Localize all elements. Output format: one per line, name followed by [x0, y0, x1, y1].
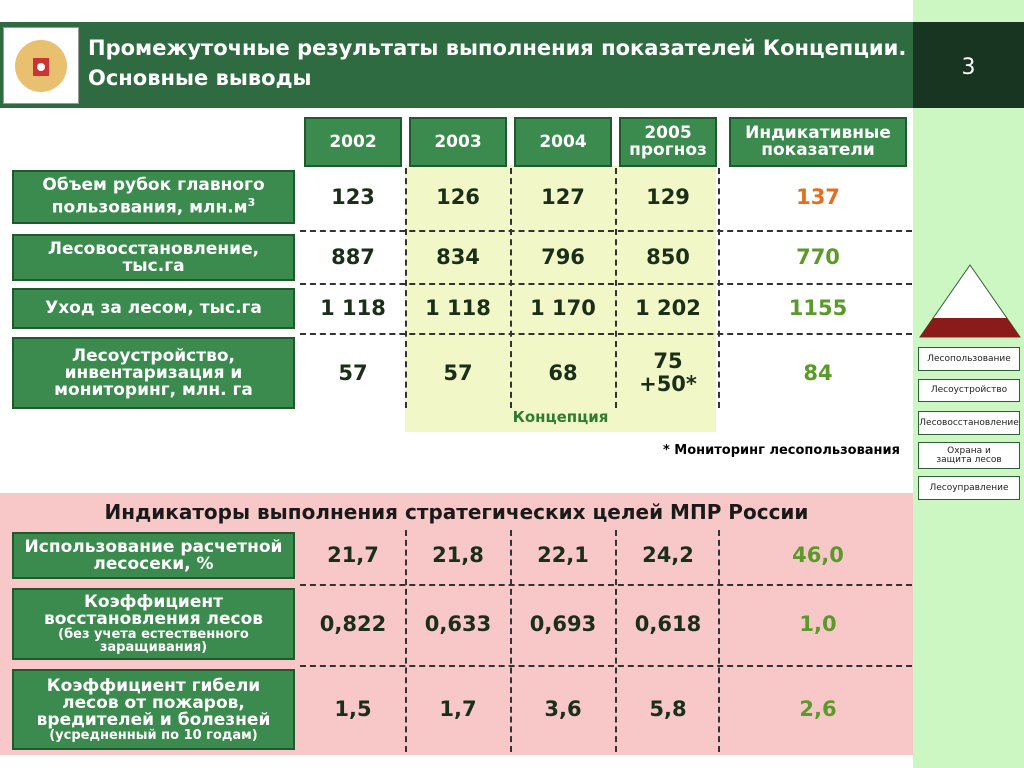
row-separator — [300, 283, 912, 285]
column-separator — [510, 530, 512, 752]
cell-value: 126 — [436, 184, 480, 209]
row-label-text: Коэффициент восстановления лесов — [43, 592, 264, 629]
cell-value: 796 — [541, 245, 585, 269]
row-label-text: Лесоустройство, инвентаризация и монитор… — [54, 345, 253, 400]
cell-value: 137 — [796, 184, 840, 209]
row-label: Уход за лесом, тыс.га — [12, 288, 295, 329]
column-separator — [615, 530, 617, 752]
column-separator — [405, 530, 407, 752]
column-header: 2002 — [304, 117, 402, 167]
page-number-box — [913, 22, 1024, 108]
cell-value: 1155 — [788, 296, 848, 320]
row-sublabel: (усредненный по 10 годам) — [49, 727, 258, 743]
cell-value: 129 — [646, 184, 690, 209]
row-label: Использование расчетной лесосеки, % — [12, 532, 295, 579]
cell-value: 1 118 — [425, 296, 491, 320]
row-separator — [300, 333, 912, 335]
column-separator — [405, 168, 407, 408]
page-number: 3 — [961, 55, 976, 80]
column-separator — [718, 168, 720, 408]
row-label: Объем рубок главного пользования, млн.м3 — [12, 170, 295, 224]
row-label: Коэффициент восстановления лесов (без уче… — [12, 588, 295, 660]
row-sublabel: (без учета естественного заращивания) — [58, 627, 249, 655]
highlight-column — [405, 165, 716, 432]
header-bar — [0, 22, 913, 108]
cell-value: 21,7 — [327, 543, 379, 567]
row-label: Коэффициент гибели лесов от пожаров, вре… — [12, 669, 295, 750]
emblem-icon — [15, 40, 67, 92]
cell-value: 887 — [331, 245, 375, 269]
cell-value: 850 — [646, 245, 690, 269]
highlight-label: Концепция — [512, 408, 609, 426]
cell-value: 1 202 — [635, 296, 701, 320]
column-separator — [510, 168, 512, 408]
sidebar-item: Лесовосстановление — [918, 411, 1020, 435]
row-label-text: Коэффициент гибели лесов от пожаров, вре… — [36, 675, 271, 730]
column-header: 2004 — [514, 117, 612, 167]
cell-value: 75 +50* — [608, 337, 728, 409]
cell-value: 2,6 — [799, 697, 837, 721]
sidebar-item: Охрана и защита лесов — [918, 442, 1020, 469]
cell-value: 127 — [541, 184, 585, 209]
emblem — [3, 27, 79, 104]
cell-value: 770 — [796, 245, 840, 269]
indicators-title: Индикаторы выполнения стратегических цел… — [104, 500, 809, 524]
cell-value: 1 118 — [320, 296, 386, 320]
cell-value: 21,8 — [432, 543, 484, 567]
cell-value: 1,5 — [334, 697, 372, 721]
row-label-text: Уход за лесом, тыс.га — [45, 298, 262, 318]
cell-value: 834 — [436, 245, 480, 269]
row-label-sup: 3 — [247, 196, 256, 210]
cell-value: 3,6 — [544, 697, 582, 721]
row-label: Лесоустройство, инвентаризация и монитор… — [12, 337, 295, 409]
cell-value: 1,0 — [799, 611, 837, 636]
column-separator — [718, 530, 720, 752]
cell-value: 0,633 — [424, 611, 492, 636]
title: Промежуточные результаты выполнения пока… — [88, 36, 907, 90]
cell-value: 84 — [803, 360, 833, 385]
cell-value: 24,2 — [642, 543, 694, 567]
row-separator — [300, 230, 912, 232]
column-separator — [615, 168, 617, 408]
row-separator — [300, 665, 912, 667]
column-header: 2005 прогноз — [619, 117, 717, 167]
row-label-text: Объем рубок главного пользования, млн.м3 — [42, 175, 265, 218]
cell-value: 57 — [443, 360, 473, 385]
cell-value: 22,1 — [537, 543, 589, 567]
column-header: Индикативные показатели — [729, 117, 907, 167]
cell-value: 123 — [331, 184, 375, 209]
cell-line: +50* — [639, 372, 697, 396]
sidebar-item: Лесоуправление — [918, 476, 1020, 500]
row-label-text: Использование расчетной лесосеки, % — [24, 536, 283, 574]
cell-value: 5,8 — [649, 697, 687, 721]
sidebar-item: Лесоустройство — [918, 379, 1020, 402]
cell-value: 0,618 — [634, 611, 702, 636]
sidebar-item: Лесопользование — [918, 347, 1020, 371]
cell-value: 1,7 — [439, 697, 477, 721]
cell-value: 68 — [548, 360, 578, 385]
cell-value: 57 — [338, 360, 368, 385]
footnote: * Мониторинг лесопользования — [662, 443, 900, 458]
cell-value: 0,693 — [529, 611, 597, 636]
row-label: Лесовосстановление, тыс.га — [12, 234, 295, 281]
cell-value: 46,0 — [792, 543, 844, 567]
column-header: 2003 — [409, 117, 507, 167]
cell-value: 0,822 — [319, 611, 387, 636]
cell-line: 75 — [653, 349, 683, 373]
pyramid — [919, 264, 1021, 338]
row-separator — [300, 584, 912, 586]
row-label-text: Лесовосстановление, тыс.га — [47, 238, 260, 276]
cell-value: 1 170 — [530, 296, 596, 320]
